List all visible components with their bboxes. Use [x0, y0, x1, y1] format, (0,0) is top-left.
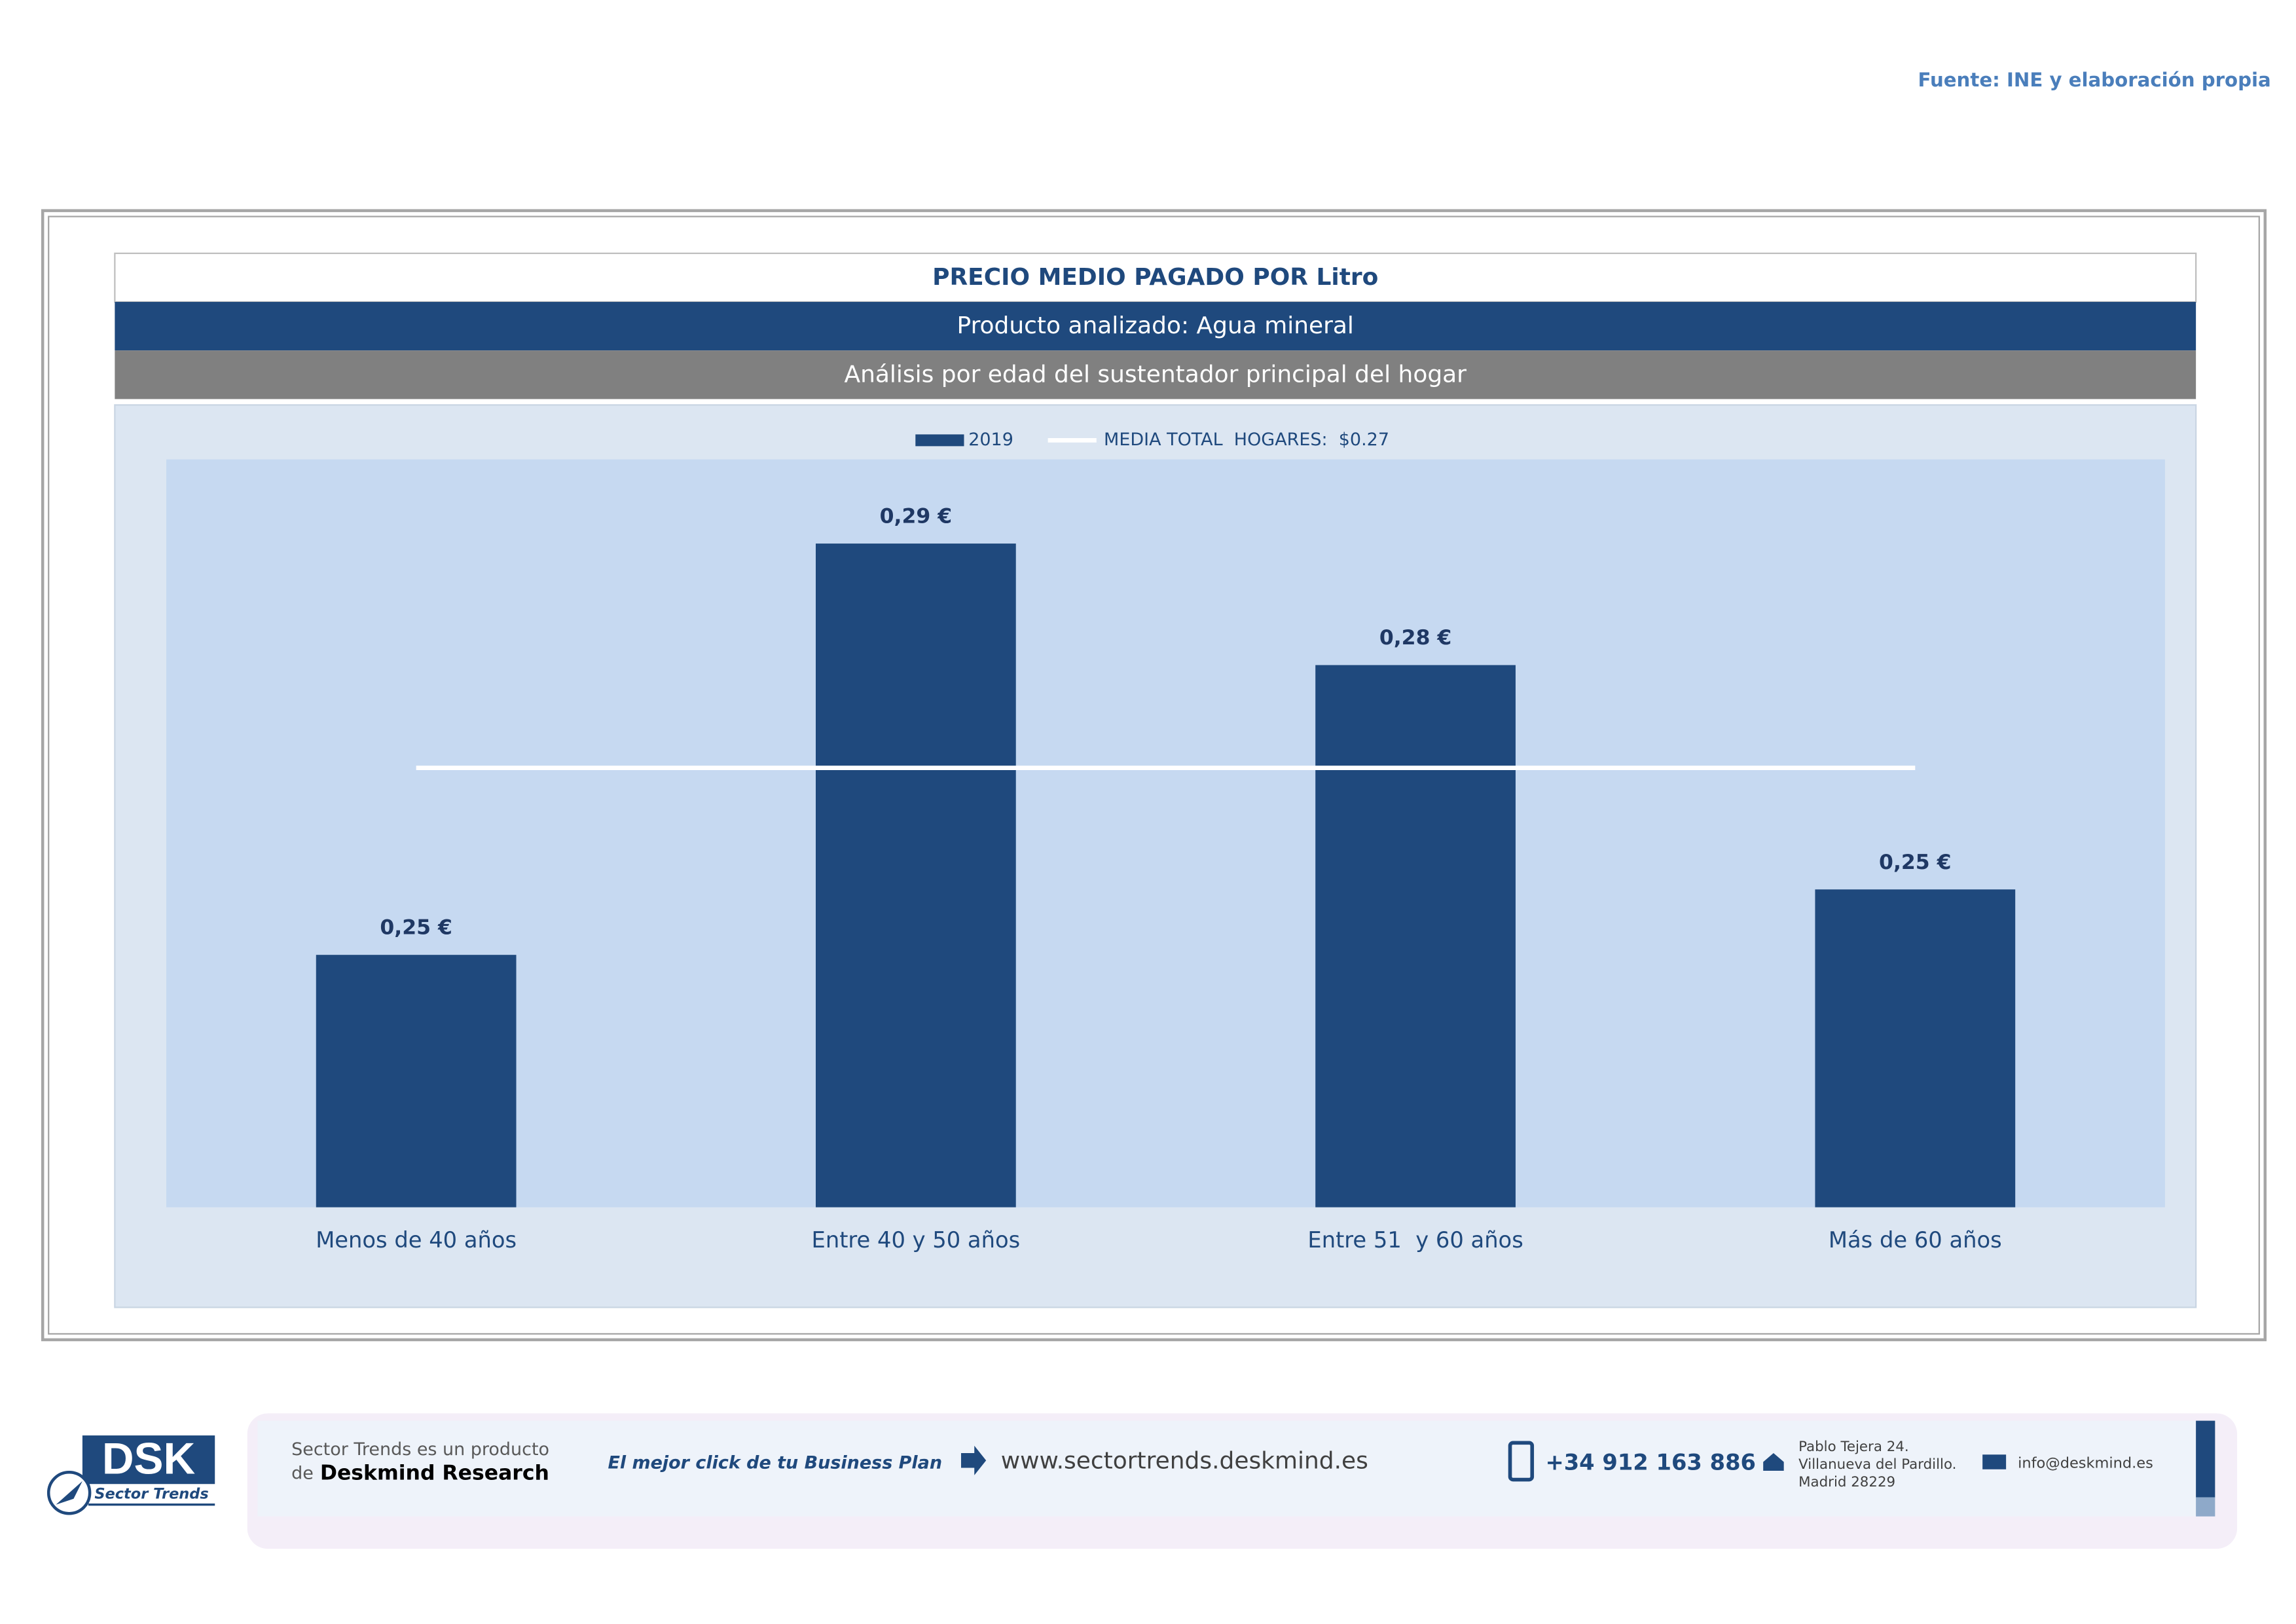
logo-sub: Sector Trends: [94, 1485, 208, 1502]
chart: 2019 MEDIA TOTAL HOGARES: $0.27 Menos de 4…: [316, 430, 2016, 1253]
title-row: [114, 252, 2197, 303]
company-line: de Deskmind Research: [291, 1462, 549, 1485]
x-tick-label: Menos de 40 años: [316, 1227, 517, 1253]
email: info@deskmind.es: [2018, 1454, 2153, 1471]
subtitle2-row: [115, 350, 2196, 399]
bar: [1815, 889, 2016, 1208]
chart-title: PRECIO MEDIO PAGADO POR Litro: [932, 264, 1378, 291]
inner-frame: [48, 215, 2260, 1335]
outer-frame: [41, 209, 2267, 1342]
web-icon: [960, 1445, 987, 1475]
banner-strip: [2196, 1420, 2215, 1498]
phone: +34 912 163 886: [1545, 1449, 1756, 1475]
address-line: Pablo Tejera 24.: [1798, 1439, 1909, 1455]
source-note: Fuente: INE y elaboración propia: [1918, 69, 2270, 91]
value-label: 0,28 €: [1379, 626, 1452, 650]
company: Deskmind Research: [320, 1462, 549, 1485]
value-label: 0,25 €: [1879, 851, 1952, 874]
slogan: El mejor click de tu Business Plan: [608, 1452, 942, 1473]
product-text: Sector Trends es un producto: [291, 1439, 549, 1460]
bar: [316, 955, 517, 1208]
chart-subtitle: Producto analizado: Agua mineral: [957, 312, 1354, 339]
legend-swatch: [915, 434, 964, 447]
web: www.sectortrends.deskmind.es: [1001, 1448, 1368, 1475]
logo-box: [82, 1435, 215, 1485]
x-tick-label: Más de 60 años: [1829, 1227, 2002, 1253]
banner: [257, 1420, 2215, 1517]
value-label: 0,29 €: [880, 505, 953, 528]
chart-subtitle2: Análisis por edad del sustentador princi…: [844, 361, 1467, 388]
x-tick-label: Entre 40 y 50 años: [812, 1227, 1021, 1253]
de-text: de: [291, 1463, 314, 1483]
subtitle-row: [115, 302, 2196, 351]
bar: [815, 544, 1016, 1208]
legend-label: MEDIA TOTAL HOGARES: $0.27: [1104, 430, 1389, 450]
logo: DSK: [102, 1434, 196, 1483]
footer: DSK Sector Trends Sector Trends es un pr…: [46, 1413, 2238, 1549]
x-tick-label: Entre 51 y 60 años: [1307, 1227, 1523, 1253]
mail-icon: [1982, 1454, 2007, 1469]
banner-strip-end: [2196, 1497, 2215, 1517]
bar: [1315, 665, 1516, 1208]
home-icon: [1763, 1453, 1784, 1471]
legend-label: 2019: [968, 430, 1013, 450]
phone-icon: [1508, 1441, 1535, 1482]
value-label: 0,25 €: [380, 916, 452, 940]
address-line: Madrid 28229: [1798, 1474, 1895, 1490]
address-line: Villanueva del Pardillo.: [1798, 1456, 1956, 1473]
